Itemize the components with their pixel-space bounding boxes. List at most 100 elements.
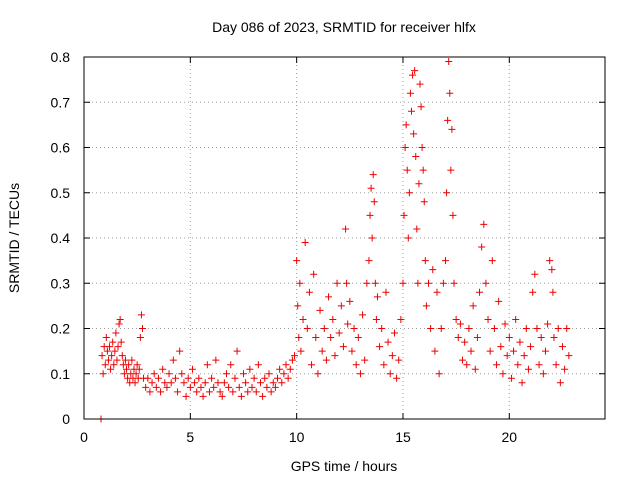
data-point (106, 343, 114, 351)
data-point (184, 374, 192, 382)
data-point (431, 347, 439, 355)
data-point (393, 374, 401, 382)
data-point (286, 365, 294, 373)
data-point (257, 379, 265, 387)
data-point (478, 243, 486, 251)
data-point (199, 392, 207, 400)
data-point (350, 325, 358, 332)
data-point (295, 334, 303, 342)
data-point (382, 288, 390, 296)
data-point (561, 365, 569, 373)
data-points (97, 58, 573, 423)
data-point (169, 356, 177, 364)
data-point (117, 338, 125, 346)
data-point (267, 388, 275, 396)
data-point (101, 361, 109, 369)
data-point (123, 365, 131, 373)
data-point (558, 343, 566, 351)
data-point (422, 302, 430, 310)
data-point (118, 352, 126, 360)
data-point (239, 370, 247, 378)
data-point (433, 288, 441, 296)
x-tick-label: 20 (502, 429, 518, 445)
data-point (401, 144, 409, 151)
data-point (163, 383, 171, 391)
data-point (303, 325, 311, 332)
data-point (201, 379, 209, 387)
data-point (452, 315, 460, 323)
data-point (554, 325, 562, 332)
data-point (429, 266, 437, 274)
data-point (531, 270, 539, 278)
data-point (133, 361, 141, 369)
data-point (371, 279, 379, 287)
data-point (263, 383, 271, 391)
data-point (265, 370, 273, 378)
data-point (310, 270, 318, 278)
data-point (407, 107, 415, 115)
data-point (343, 279, 351, 287)
data-point (99, 370, 107, 378)
data-point (356, 370, 364, 378)
data-point (191, 379, 199, 387)
data-point (301, 239, 309, 247)
y-tick-label: 0.2 (51, 321, 71, 337)
data-point (456, 320, 464, 328)
data-point (107, 365, 115, 373)
data-point (214, 379, 222, 387)
data-point (388, 352, 396, 360)
data-point (159, 365, 167, 373)
data-point (480, 220, 488, 228)
data-point (197, 383, 205, 391)
data-point (222, 370, 230, 378)
data-point (516, 338, 524, 346)
data-point (406, 89, 414, 97)
data-point (550, 334, 558, 342)
data-point (400, 211, 408, 219)
data-point (312, 334, 320, 342)
data-point (524, 365, 532, 373)
data-point (471, 365, 479, 373)
data-point (548, 266, 556, 274)
data-point (449, 211, 457, 219)
data-point (142, 383, 150, 391)
data-point (297, 347, 305, 355)
data-point (493, 361, 501, 369)
data-point (378, 325, 386, 332)
data-point (337, 302, 345, 310)
data-point (384, 338, 392, 346)
data-point (212, 356, 220, 364)
data-point (535, 361, 543, 369)
data-point (115, 320, 123, 328)
data-point (465, 325, 473, 332)
data-point (419, 166, 427, 174)
data-point (410, 130, 418, 138)
data-point (176, 347, 184, 355)
data-point (467, 347, 475, 355)
data-point (161, 379, 169, 387)
data-point (499, 370, 507, 378)
data-point (469, 302, 477, 310)
data-point (210, 383, 218, 391)
data-point (237, 392, 245, 400)
data-point (111, 347, 119, 355)
data-point (103, 347, 111, 355)
x-axis-label: GPS time / hours (291, 458, 398, 474)
data-point (537, 334, 545, 342)
data-point (284, 374, 292, 382)
data-point (248, 383, 256, 391)
data-point (395, 356, 403, 364)
data-point (399, 279, 407, 287)
data-point (242, 379, 250, 387)
data-point (544, 320, 552, 328)
data-point (488, 257, 496, 265)
data-point (473, 334, 481, 342)
data-point (352, 361, 360, 369)
chart-title: Day 086 of 2023, SRMTID for receiver hlf… (212, 19, 476, 35)
data-point (518, 379, 526, 387)
y-tick-label: 0.8 (51, 49, 71, 65)
data-point (278, 379, 286, 387)
data-point (150, 370, 158, 378)
data-point (421, 257, 429, 265)
data-point (510, 347, 518, 355)
